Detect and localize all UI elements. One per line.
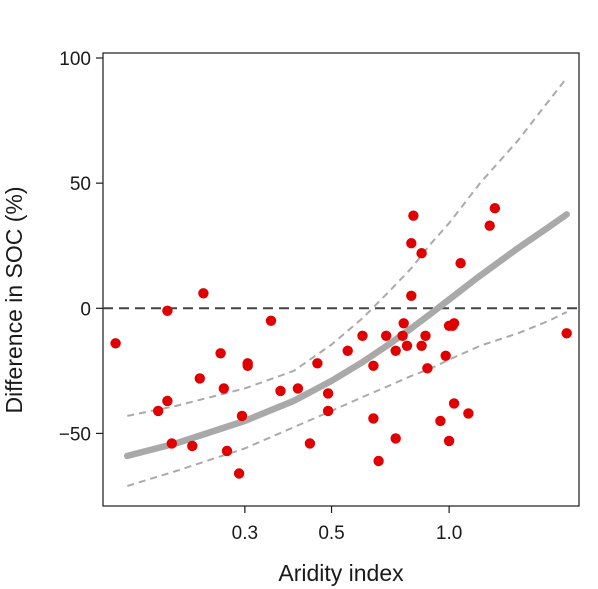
y-tick-label: 0 [80, 299, 91, 320]
data-point [448, 318, 460, 329]
data-point [561, 328, 572, 339]
data-point [221, 445, 233, 457]
y-tick-label: 50 [70, 174, 91, 195]
x-axis-title: Aridity index [278, 560, 404, 586]
data-point [218, 383, 229, 394]
data-point [408, 210, 419, 221]
data-point [435, 415, 446, 427]
data-point [187, 440, 198, 452]
data-point [398, 318, 409, 329]
data-point [420, 330, 431, 341]
data-point [322, 388, 334, 399]
y-axis-title: Difference in SOC (%) [1, 186, 27, 413]
data-point [368, 360, 379, 371]
data-point [397, 330, 408, 341]
data-point [312, 358, 323, 369]
data-point [455, 258, 466, 269]
data-point [416, 340, 427, 351]
confidence-band-lines [127, 77, 568, 487]
data-point [422, 363, 433, 374]
data-point [292, 383, 304, 394]
data-point [236, 410, 248, 422]
data-point [381, 330, 392, 341]
data-point [390, 433, 401, 444]
data-point [489, 203, 501, 214]
data-point [484, 220, 495, 231]
data-point [463, 408, 474, 419]
x-axis: 0.3 0.5 1.0 [232, 506, 462, 544]
data-point [357, 330, 368, 341]
data-points [110, 203, 572, 479]
plot-frame [102, 52, 580, 507]
data-point [406, 238, 417, 249]
data-point [198, 288, 209, 299]
x-tick-label: 0.3 [232, 523, 258, 544]
data-point [390, 345, 401, 356]
data-point [194, 373, 205, 384]
data-point [342, 345, 353, 356]
data-point [265, 315, 277, 326]
data-point [153, 405, 164, 417]
data-point [162, 395, 173, 407]
y-tick-label: 100 [59, 49, 91, 70]
data-point [373, 455, 384, 467]
data-point [110, 338, 121, 349]
data-point [448, 398, 460, 409]
data-point [401, 340, 413, 351]
data-point [304, 438, 316, 449]
data-point [416, 248, 427, 259]
data-point [242, 360, 253, 371]
data-point [215, 348, 226, 359]
data-point [166, 438, 177, 449]
data-point [443, 435, 455, 447]
ci-upper-line [127, 77, 568, 417]
x-tick-label: 0.5 [318, 523, 344, 544]
data-point [440, 350, 451, 361]
data-point [275, 385, 286, 397]
fit-curve [124, 211, 570, 460]
fit-line [124, 211, 570, 460]
data-point [322, 405, 334, 417]
data-point [406, 290, 417, 301]
y-tick-label: −50 [59, 424, 91, 445]
ci-lower-line [127, 311, 568, 487]
y-axis: −50 0 50 100 [59, 49, 103, 445]
data-point [233, 468, 245, 479]
data-point [368, 413, 379, 424]
data-point [162, 305, 173, 316]
x-tick-label: 1.0 [436, 523, 462, 544]
